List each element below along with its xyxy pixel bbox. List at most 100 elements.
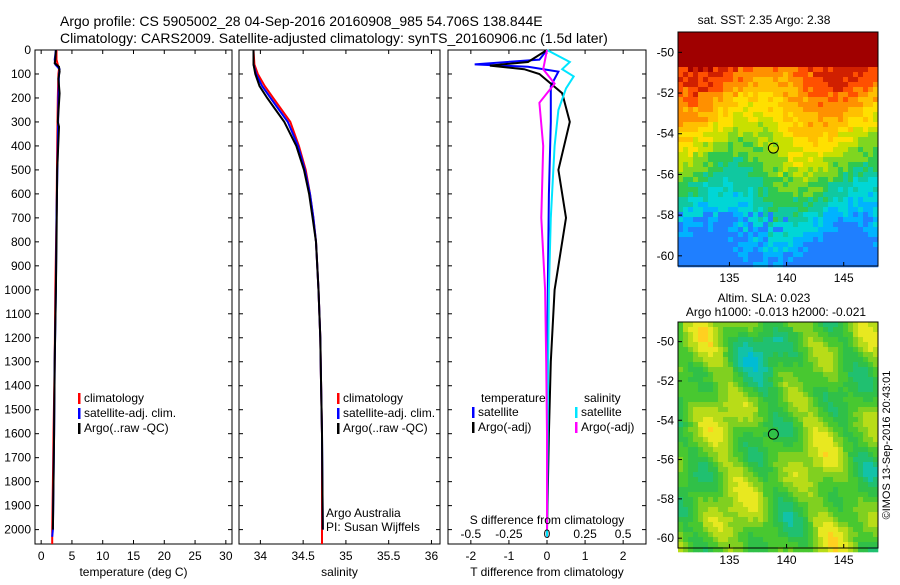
- heatmap-cell: [718, 337, 724, 343]
- heatmap-cell: [793, 457, 799, 463]
- heatmap-cell: [723, 477, 729, 483]
- heatmap-cell: [843, 487, 849, 493]
- heatmap-cell: [853, 122, 859, 128]
- heatmap-cell: [798, 217, 804, 223]
- heatmap-cell: [763, 147, 769, 153]
- x-tick-label: 35.5: [377, 549, 401, 563]
- heatmap-cell: [838, 547, 844, 553]
- heatmap-cell: [688, 492, 694, 498]
- heatmap-cell: [813, 122, 819, 128]
- heatmap-cell: [743, 462, 749, 468]
- heatmap-cell: [743, 137, 749, 143]
- heatmap-cell: [693, 72, 699, 78]
- heatmap-cell: [738, 402, 744, 408]
- heatmap-cell: [838, 197, 844, 203]
- heatmap-cell: [718, 492, 724, 498]
- heatmap-cell: [843, 427, 849, 433]
- heatmap-cell: [828, 377, 834, 383]
- heatmap-cell: [848, 37, 854, 43]
- heatmap-cell: [693, 422, 699, 428]
- heatmap-cell: [693, 537, 699, 543]
- heatmap-cell: [708, 112, 714, 118]
- heatmap-cell: [773, 547, 779, 553]
- heatmap-cell: [763, 132, 769, 138]
- heatmap-cell: [778, 482, 784, 488]
- heatmap-cell: [783, 437, 789, 443]
- heatmap-cell: [743, 542, 749, 548]
- heatmap-cell: [743, 442, 749, 448]
- heatmap-cell: [848, 132, 854, 138]
- heatmap-cell: [693, 92, 699, 98]
- heatmap-cell: [753, 237, 759, 243]
- heatmap-cell: [863, 162, 869, 168]
- heatmap-cell: [748, 482, 754, 488]
- heatmap-cell: [723, 67, 729, 73]
- heatmap-cell: [858, 412, 864, 418]
- heatmap-cell: [763, 62, 769, 68]
- heatmap-cell: [838, 102, 844, 108]
- heatmap-cell: [678, 47, 684, 53]
- heatmap-cell: [838, 77, 844, 83]
- heatmap-cell: [703, 142, 709, 148]
- heatmap-cell: [838, 262, 844, 268]
- heatmap-cell: [768, 132, 774, 138]
- heatmap-cell: [768, 517, 774, 523]
- heatmap-cell: [778, 82, 784, 88]
- heatmap-cell: [783, 247, 789, 253]
- heatmap-cell: [693, 172, 699, 178]
- heatmap-cell: [713, 77, 719, 83]
- heatmap-cell: [688, 47, 694, 53]
- heatmap-cell: [808, 52, 814, 58]
- heatmap-cell: [693, 82, 699, 88]
- heatmap-cell: [768, 447, 774, 453]
- heatmap-cell: [768, 337, 774, 343]
- heatmap-cell: [828, 357, 834, 363]
- heatmap-cell: [803, 262, 809, 268]
- heatmap-cell: [783, 197, 789, 203]
- heatmap-cell: [678, 217, 684, 223]
- heatmap-cell: [688, 77, 694, 83]
- heatmap-cell: [683, 472, 689, 478]
- heatmap-cell: [698, 432, 704, 438]
- heatmap-cell: [798, 172, 804, 178]
- heatmap-cell: [853, 127, 859, 133]
- heatmap-cell: [873, 517, 879, 523]
- heatmap-cell: [823, 547, 829, 553]
- heatmap-cell: [728, 142, 734, 148]
- heatmap-cell: [788, 437, 794, 443]
- heatmap-cell: [828, 162, 834, 168]
- heatmap-cell: [863, 242, 869, 248]
- heatmap-cell: [803, 252, 809, 258]
- heatmap-cell: [843, 237, 849, 243]
- heatmap-cell: [748, 347, 754, 353]
- heatmap-cell: [793, 347, 799, 353]
- heatmap-cell: [873, 187, 879, 193]
- heatmap-cell: [873, 447, 879, 453]
- heatmap-cell: [678, 537, 684, 543]
- heatmap-cell: [733, 382, 739, 388]
- heatmap-cell: [693, 67, 699, 73]
- heatmap-cell: [743, 97, 749, 103]
- heatmap-cell: [793, 82, 799, 88]
- heatmap-cell: [828, 532, 834, 538]
- heatmap-cell: [803, 542, 809, 548]
- heatmap-cell: [788, 92, 794, 98]
- heatmap-cell: [783, 462, 789, 468]
- heatmap-cell: [708, 62, 714, 68]
- heatmap-cell: [828, 387, 834, 393]
- heatmap-cell: [678, 207, 684, 213]
- heatmap-cell: [868, 432, 874, 438]
- heatmap-cell: [748, 437, 754, 443]
- heatmap-cell: [688, 507, 694, 513]
- heatmap-cell: [718, 197, 724, 203]
- heatmap-cell: [708, 412, 714, 418]
- heatmap-cell: [713, 342, 719, 348]
- heatmap-cell: [853, 532, 859, 538]
- heatmap-cell: [758, 442, 764, 448]
- heatmap-cell: [708, 522, 714, 528]
- heatmap-cell: [843, 472, 849, 478]
- heatmap-cell: [703, 407, 709, 413]
- heatmap-cell: [868, 537, 874, 543]
- heatmap-cell: [818, 457, 824, 463]
- heatmap-cell: [728, 197, 734, 203]
